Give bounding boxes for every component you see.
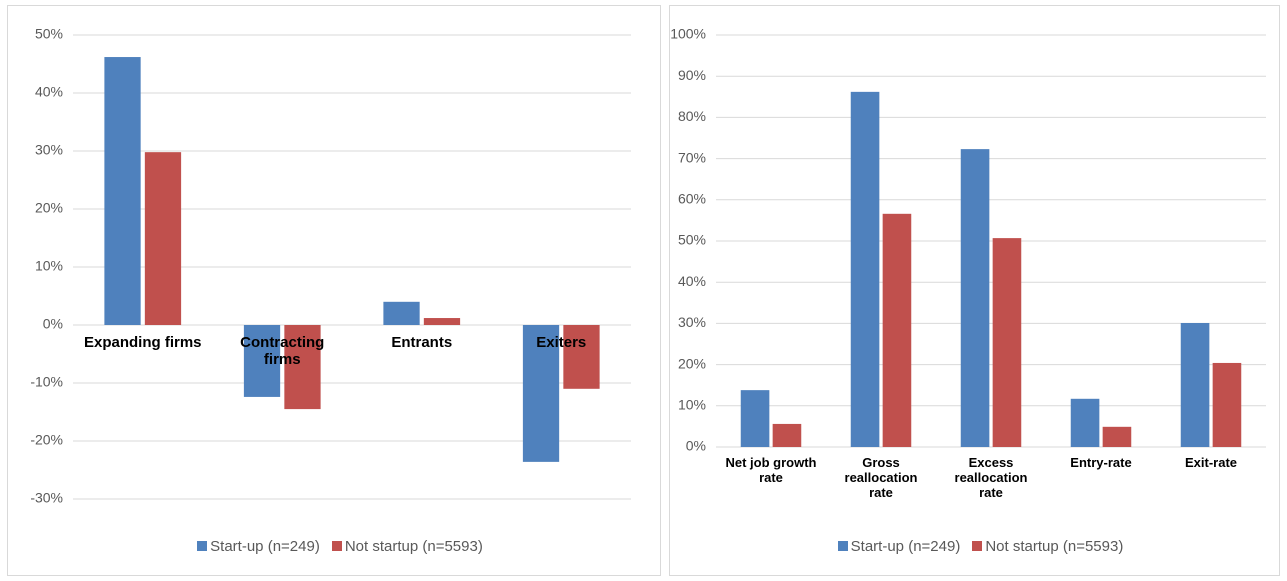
chart-panel: -30% -20% -10% 0% 10% 20% 30% 40% 50% Expanding f… xyxy=(7,5,661,576)
x-tick-label: Entry-rate xyxy=(1070,455,1132,470)
y-tick-label: 10% xyxy=(35,258,63,274)
bar xyxy=(960,149,990,447)
x-tick-label: Entrants xyxy=(391,334,453,351)
legend-swatch xyxy=(331,541,342,551)
legend-label: Start-up (n=249) xyxy=(850,538,961,555)
y-tick-label: -10% xyxy=(30,374,63,390)
bar xyxy=(383,301,420,325)
chart: 0% 10% 20% 30% 40% 50% 60% 70% 80% 90% 100% xyxy=(670,26,1266,454)
y-tick-label: 10% xyxy=(678,397,706,413)
y-tick-label: 20% xyxy=(35,200,63,216)
bar xyxy=(1212,362,1242,447)
bar xyxy=(284,325,321,410)
bar xyxy=(740,390,770,447)
legend-label: Start-up (n=249) xyxy=(210,538,320,555)
y-tick-label: -30% xyxy=(30,490,63,506)
x-tick-label: Exit-rate xyxy=(1184,455,1238,470)
x-tick-label: Excess reallocation rate xyxy=(954,455,1028,500)
bar xyxy=(850,91,880,447)
bar xyxy=(992,238,1022,447)
x-tick-label: Expanding firms xyxy=(83,334,202,351)
bar xyxy=(104,57,141,325)
bar xyxy=(144,152,182,325)
y-tick-label: 30% xyxy=(678,314,706,330)
x-tick-label: Gross reallocation rate xyxy=(844,455,918,500)
y-tick-label: 20% xyxy=(678,355,706,371)
bar xyxy=(882,213,912,447)
legend-swatch xyxy=(972,541,983,551)
bar xyxy=(1070,398,1100,447)
legend-swatch xyxy=(197,541,208,551)
legend-swatch xyxy=(837,541,848,551)
y-tick-label: 90% xyxy=(678,67,706,83)
y-tick-label: 40% xyxy=(678,273,706,289)
chart: -30% -20% -10% 0% 10% 20% 30% 40% 50% xyxy=(30,26,631,506)
legend-label: Not startup (n=5593) xyxy=(985,538,1124,555)
y-tick-label: 40% xyxy=(35,84,63,100)
y-tick-label: 100% xyxy=(670,26,706,42)
y-tick-label: 50% xyxy=(35,26,63,42)
bar xyxy=(563,325,600,389)
bar xyxy=(243,325,281,397)
y-tick-label: 30% xyxy=(35,142,63,158)
legend: Start-up (n=249) Not startup (n=5593) xyxy=(8,538,660,555)
y-tick-label: 0% xyxy=(686,438,706,454)
legend-label: Not startup (n=5593) xyxy=(344,538,483,555)
bar xyxy=(1102,426,1132,447)
bar xyxy=(423,318,461,325)
x-tick-label: Net job growth rate xyxy=(725,455,817,485)
bar xyxy=(1180,322,1210,447)
bar xyxy=(772,423,802,447)
x-tick-label: Exiters xyxy=(536,334,587,351)
y-tick-label: 60% xyxy=(678,191,706,207)
y-tick-label: 70% xyxy=(678,149,706,165)
legend: Start-up (n=249) Not startup (n=5593) xyxy=(670,538,1279,555)
y-tick-label: 0% xyxy=(43,316,63,332)
chart-panel: 0% 10% 20% 30% 40% 50% 60% 70% 80% 90% 100% Net job… xyxy=(669,5,1280,576)
y-tick-label: 50% xyxy=(678,232,706,248)
bar xyxy=(522,325,560,462)
y-tick-label: -20% xyxy=(30,432,63,448)
y-tick-label: 80% xyxy=(678,108,706,124)
x-tick-label: Contracting firms xyxy=(240,334,325,369)
